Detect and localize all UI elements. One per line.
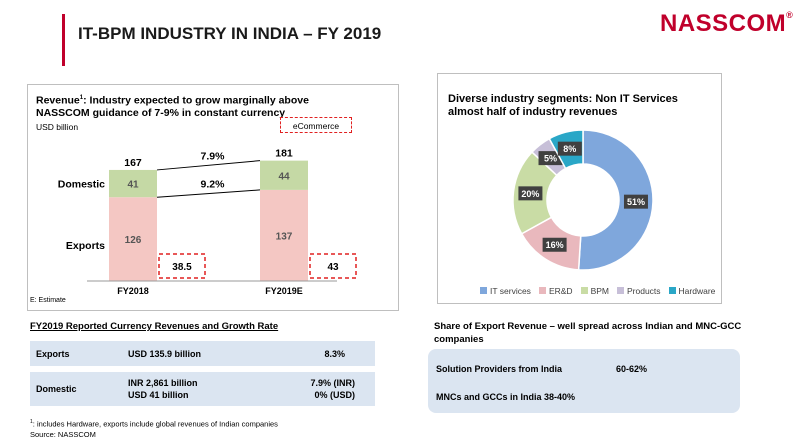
table-cell-value: USD 135.9 billion — [122, 341, 294, 372]
export-share-label: MNCs and GCCs in India — [436, 392, 542, 402]
bar-exports — [109, 197, 157, 281]
currency-table: Exports USD 135.9 billion 8.3% Domestic … — [30, 341, 375, 412]
footnote: 1: includes Hardware, exports include gl… — [30, 419, 278, 429]
revenue-bar-chart: 126 41 167 FY2018 38.5 137 44 181 FY2019E 43 Domes… — [58, 148, 357, 296]
legend-swatch — [580, 287, 588, 295]
footnote-mark: 1 — [30, 419, 33, 425]
donut-label-text: 20% — [521, 189, 539, 199]
donut-value-label: 8% — [557, 141, 582, 156]
x-tick-label: FY2018 — [117, 286, 149, 296]
table-cell-value: INR 2,861 billion USD 41 billion — [122, 369, 294, 412]
donut-label-text: 16% — [546, 240, 564, 250]
legend-swatch — [668, 287, 676, 295]
segments-title-line1: Diverse industry segments: Non IT Servic… — [448, 93, 678, 105]
donut-label-bg — [538, 151, 563, 166]
legend-swatch — [616, 287, 624, 295]
donut-label-bg — [518, 186, 543, 201]
x-tick-label: FY2019E — [265, 286, 303, 296]
segments-title-line2: almost half of industry revenues — [448, 106, 618, 118]
bar-value-label: 44 — [278, 171, 290, 182]
legend-swatch — [480, 287, 487, 295]
estimate-note: E: Estimate — [30, 297, 66, 304]
donut-label-bg — [623, 194, 648, 209]
bar-value-label: 137 — [276, 231, 293, 242]
unit-label: USD billion — [36, 122, 79, 132]
legend-item: BPM — [590, 285, 609, 296]
growth-label: 7.9% — [201, 150, 226, 162]
currency-table-title: FY2019 Reported Currency Revenues and Gr… — [30, 321, 279, 332]
revenue-title-line2: NASSCOM guidance of 7-9% in constant cur… — [36, 106, 286, 119]
donut-legend: IT services ER&D BPM Products Hardware — [480, 285, 715, 296]
export-share-row: Solution Providers from India — [436, 364, 562, 374]
table-row: Domestic INR 2,861 billion USD 41 billion… — [30, 369, 375, 412]
header-accent-bar — [62, 14, 65, 66]
value-line2: USD 41 billion — [128, 390, 189, 400]
logo-text: NASSCOM — [660, 10, 787, 37]
revenue-panel — [27, 84, 399, 311]
revenue-title-rest: : Industry expected to grow marginally a… — [83, 94, 309, 107]
revenue-panel-title: Revenue1: Industry expected to grow marg… — [36, 92, 309, 119]
donut-label-bg — [542, 237, 567, 252]
segments-panel-title: Diverse industry segments: Non IT Servic… — [448, 93, 678, 119]
table-cell-label: Domestic — [30, 369, 122, 412]
bar-value-label: 126 — [125, 235, 142, 246]
growth-line-domestic — [156, 160, 261, 171]
nasscom-logo: NASSCOM® — [660, 10, 793, 38]
export-share-box: Solution Providers from India 60-62% MNC… — [428, 349, 740, 413]
bar-domestic — [109, 169, 157, 198]
bar-exports — [260, 189, 308, 281]
ecommerce-box — [158, 253, 206, 279]
table-cell-growth: 7.9% (INR) 0% (USD) — [294, 369, 375, 412]
growth-label: 9.2% — [201, 179, 226, 191]
donut-value-label: 51% — [623, 194, 648, 209]
legend-swatch — [538, 287, 546, 295]
ecommerce-value: 38.5 — [172, 262, 192, 273]
row-label: Exports — [66, 240, 105, 252]
revenue-title-word: Revenue — [36, 94, 80, 107]
export-share-label: Solution Providers from India — [436, 364, 563, 374]
donut-value-label: 20% — [518, 186, 543, 201]
revenue-title-footnote-mark: 1 — [79, 95, 84, 101]
export-share-title: Share of Export Revenue – well spread ac… — [434, 321, 742, 345]
legend-item: Hardware — [678, 285, 716, 296]
growth-line2: 0% (USD) — [314, 390, 355, 400]
source-note: Source: NASSCOM — [30, 430, 96, 439]
export-share-value: 60-62% — [616, 364, 648, 374]
legend-item: IT services — [490, 285, 531, 296]
growth-line1: 7.9% (INR) — [310, 378, 355, 388]
donut-slice — [577, 129, 654, 271]
growth-line-exports — [156, 189, 261, 198]
table-cell-label: Exports — [30, 341, 122, 372]
export-share-row: MNCs and GCCs in India 38-40% — [436, 392, 575, 402]
ecommerce-value: 43 — [327, 262, 339, 273]
page-title: IT-BPM INDUSTRY IN INDIA – FY 2019 — [78, 24, 382, 43]
export-share-value: 38-40% — [544, 392, 576, 402]
legend-item: ER&D — [548, 285, 573, 296]
ecommerce-box — [309, 253, 357, 279]
donut-label-text: 8% — [563, 144, 576, 154]
value-line1: INR 2,861 billion — [128, 378, 198, 388]
donut-value-label: 16% — [542, 237, 567, 252]
bar-domestic — [260, 160, 308, 190]
row-label: Domestic — [58, 179, 105, 191]
table-row: Exports USD 135.9 billion 8.3% — [30, 341, 375, 372]
logo-registered-mark: ® — [786, 10, 794, 20]
donut-value-label: 5% — [538, 151, 563, 166]
footnote-text: : includes Hardware, exports include glo… — [32, 419, 278, 429]
bar-total-label: 181 — [275, 148, 293, 160]
table-cell-growth: 8.3% — [294, 341, 375, 372]
segments-donut-chart: 51% 16% 20% 5% 8% — [512, 129, 654, 271]
legend-item: Products — [626, 285, 661, 296]
bar-value-label: 41 — [127, 180, 139, 191]
donut-label-text: 5% — [544, 154, 557, 164]
donut-label-bg — [557, 141, 582, 156]
donut-label-text: 51% — [627, 197, 645, 207]
ecommerce-legend-box: eCommerce — [280, 117, 352, 133]
bar-total-label: 167 — [124, 157, 142, 169]
